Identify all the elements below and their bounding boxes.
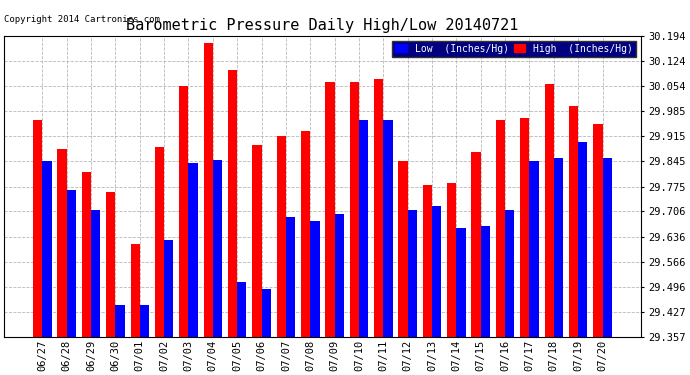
Bar bbox=[520, 118, 529, 337]
Bar bbox=[67, 190, 76, 337]
Bar bbox=[408, 210, 417, 337]
Bar bbox=[237, 282, 246, 337]
Bar bbox=[57, 149, 67, 337]
Bar bbox=[130, 244, 140, 337]
Bar bbox=[374, 79, 384, 337]
Bar bbox=[164, 240, 173, 337]
Bar bbox=[42, 161, 52, 337]
Bar bbox=[423, 185, 432, 337]
Bar bbox=[447, 183, 456, 337]
Bar bbox=[204, 43, 213, 337]
Bar bbox=[213, 160, 222, 337]
Bar bbox=[262, 289, 270, 337]
Bar bbox=[286, 217, 295, 337]
Bar bbox=[228, 70, 237, 337]
Bar bbox=[554, 158, 563, 337]
Bar bbox=[335, 213, 344, 337]
Bar bbox=[569, 106, 578, 337]
Bar bbox=[505, 210, 514, 337]
Title: Barometric Pressure Daily High/Low 20140721: Barometric Pressure Daily High/Low 20140… bbox=[126, 18, 519, 33]
Bar bbox=[310, 221, 319, 337]
Bar bbox=[188, 163, 198, 337]
Bar bbox=[529, 161, 539, 337]
Legend: Low  (Inches/Hg), High  (Inches/Hg): Low (Inches/Hg), High (Inches/Hg) bbox=[393, 41, 635, 57]
Text: Copyright 2014 Cartronics.com: Copyright 2014 Cartronics.com bbox=[4, 15, 160, 24]
Bar bbox=[456, 228, 466, 337]
Bar bbox=[578, 142, 587, 337]
Bar bbox=[326, 82, 335, 337]
Bar bbox=[350, 82, 359, 337]
Bar bbox=[155, 147, 164, 337]
Bar bbox=[471, 152, 481, 337]
Bar bbox=[253, 145, 262, 337]
Bar bbox=[179, 86, 188, 337]
Bar bbox=[384, 120, 393, 337]
Bar bbox=[432, 206, 442, 337]
Bar bbox=[115, 305, 125, 337]
Bar bbox=[91, 210, 100, 337]
Bar bbox=[496, 120, 505, 337]
Bar bbox=[140, 305, 149, 337]
Bar bbox=[301, 131, 310, 337]
Bar bbox=[602, 158, 612, 337]
Bar bbox=[359, 120, 368, 337]
Bar bbox=[106, 192, 115, 337]
Bar bbox=[277, 136, 286, 337]
Bar bbox=[593, 124, 602, 337]
Bar bbox=[481, 226, 490, 337]
Bar bbox=[544, 84, 554, 337]
Bar bbox=[398, 161, 408, 337]
Bar bbox=[33, 120, 42, 337]
Bar bbox=[82, 172, 91, 337]
